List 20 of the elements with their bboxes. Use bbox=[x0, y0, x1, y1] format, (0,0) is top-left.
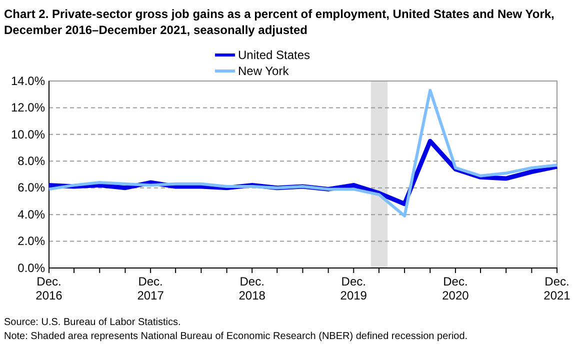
y-tick-label: 0.0% bbox=[18, 260, 46, 275]
y-tick-label: 14.0% bbox=[10, 74, 46, 88]
y-tick-label: 4.0% bbox=[18, 207, 46, 222]
chart-title: Chart 2. Private-sector gross job gains as a percent of employment, United States and New York, December 2016–December 2021, seasonally adjusted bbox=[4, 7, 554, 37]
x-tick-label: Dec. 2019 bbox=[340, 274, 368, 302]
legend-label: New York bbox=[238, 64, 290, 78]
x-tick-label: Dec. 2016 bbox=[36, 274, 63, 302]
y-tick-label: 12.0% bbox=[10, 100, 46, 115]
y-tick-label: 2.0% bbox=[18, 234, 46, 248]
y-tick-label: 10.0% bbox=[10, 127, 46, 142]
y-tick-label: 6.0% bbox=[18, 180, 46, 195]
line-series bbox=[48, 88, 558, 218]
text: Note: Shaded area represents National Bureau of Economic Research (NBER) defined recession period. bbox=[4, 331, 468, 342]
y-tick-label: 8.0% bbox=[18, 154, 46, 168]
x-tick-label: Dec. 2020 bbox=[442, 274, 470, 302]
x-tick-label: Dec. 2017 bbox=[137, 274, 164, 302]
source-note: Source: U.S. Bureau of Labor Statistics. bbox=[4, 317, 181, 328]
x-tick-label: Dec. 2021 bbox=[544, 274, 571, 302]
x-tick-label: Dec. 2018 bbox=[238, 274, 266, 302]
legend-label: United States bbox=[238, 48, 310, 62]
